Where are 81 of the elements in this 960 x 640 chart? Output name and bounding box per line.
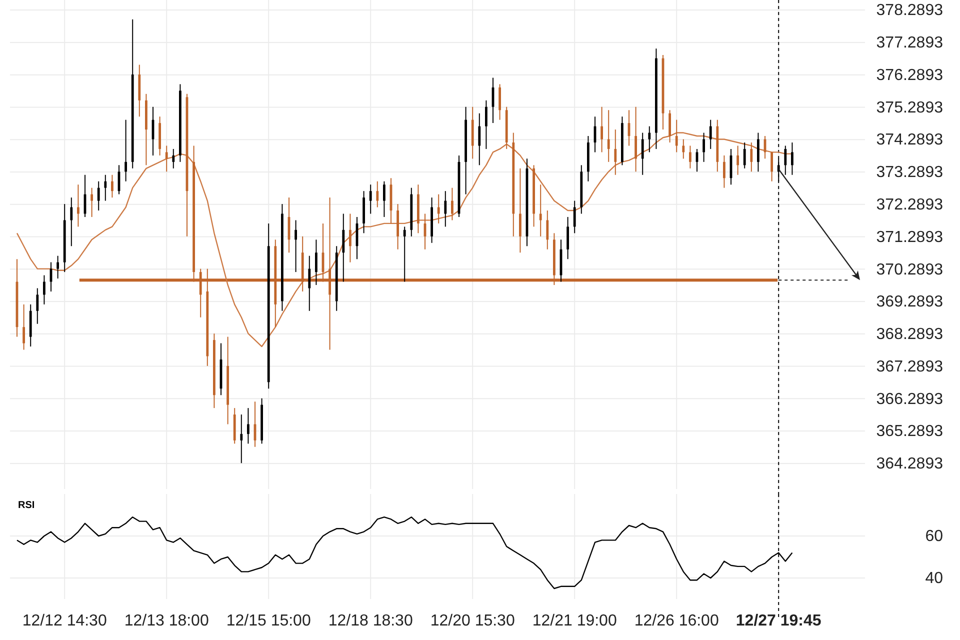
y-tick-label: 369.2893 — [876, 294, 944, 311]
y-tick-label: 377.2893 — [876, 34, 944, 52]
candlestick — [546, 210, 549, 250]
candlestick — [165, 145, 168, 172]
candlestick — [634, 106, 637, 172]
candlestick — [791, 142, 794, 176]
candlestick — [172, 148, 175, 169]
candlestick — [614, 129, 617, 176]
candlestick — [702, 132, 705, 162]
candlestick — [369, 184, 372, 214]
candlestick — [294, 220, 297, 273]
candlestick — [247, 408, 250, 444]
y-tick-label: 376.2893 — [876, 66, 944, 84]
candlestick — [77, 184, 80, 228]
candlestick — [750, 142, 753, 172]
candlestick — [736, 145, 739, 176]
y-tick-label: 368.2893 — [876, 326, 944, 344]
candlestick — [723, 154, 726, 188]
candlestick — [689, 145, 692, 169]
candlestick — [90, 187, 93, 218]
y-tick-label: 366.2893 — [876, 390, 944, 408]
candlestick — [240, 414, 243, 464]
candlestick — [641, 132, 644, 176]
candlestick — [451, 187, 454, 221]
candlestick — [383, 180, 386, 218]
candlestick — [573, 200, 576, 234]
y-tick-label: 373.2893 — [876, 164, 944, 182]
candlestick — [675, 119, 678, 153]
y-tick-label: 371.2893 — [876, 228, 944, 246]
candlestick — [97, 180, 100, 211]
candlestick — [784, 145, 787, 176]
y-tick-label: 40 — [925, 570, 944, 588]
y-tick-label: 367.2893 — [876, 358, 944, 376]
x-tick-label: 12/15 15:00 — [226, 612, 311, 630]
text: RSI — [18, 500, 35, 511]
x-tick-label: 12/18 18:30 — [328, 612, 413, 630]
candlestick — [709, 119, 712, 150]
candlestick — [124, 119, 127, 182]
y-tick-label: 372.2893 — [876, 196, 944, 214]
candlestick — [668, 110, 671, 143]
x-tick-label: 12/21 19:00 — [532, 612, 617, 630]
y-tick-label: 60 — [925, 528, 944, 546]
y-tick-label: 375.2893 — [876, 99, 944, 116]
candlestick — [478, 112, 481, 166]
candlestick — [111, 174, 114, 198]
y-tick-label: 374.2893 — [876, 132, 944, 149]
y-tick-label: 378.2893 — [876, 2, 944, 20]
x-tick-label: 12/13 18:00 — [124, 612, 209, 630]
candlestick — [648, 126, 651, 153]
candlestick — [519, 168, 522, 254]
candlestick — [56, 255, 59, 280]
candlestick — [498, 84, 501, 120]
candlestick — [36, 288, 39, 324]
candlestick — [600, 106, 603, 153]
candlestick — [485, 100, 488, 150]
x-tick-label: 12/27 19:45 — [736, 612, 822, 630]
candlestick — [743, 142, 746, 169]
candlestick — [22, 304, 25, 350]
candlestick — [43, 274, 46, 305]
candlestick — [376, 180, 379, 208]
candlestick — [403, 226, 406, 282]
candlestick — [308, 255, 311, 312]
candlestick — [607, 110, 610, 162]
candlestick — [342, 213, 345, 282]
candlestick — [444, 190, 447, 228]
x-tick-label: 12/20 15:30 — [430, 612, 515, 630]
x-tick-label: 12/12 14:30 — [22, 612, 107, 630]
candlestick — [437, 194, 440, 224]
x-tick-label: 12/26 16:00 — [634, 612, 719, 630]
candlestick — [770, 152, 773, 182]
candlestick — [539, 184, 542, 237]
candlestick — [566, 216, 569, 260]
candlestick — [70, 197, 73, 247]
candlestick — [349, 213, 352, 263]
y-tick-label: 364.2893 — [876, 456, 944, 473]
candlestick — [682, 138, 685, 160]
candlestick — [104, 174, 107, 202]
y-tick-label: 365.2893 — [876, 423, 944, 440]
candlestick — [315, 239, 318, 286]
y-tick-label: 370.2893 — [876, 261, 944, 278]
candlestick — [757, 132, 760, 172]
